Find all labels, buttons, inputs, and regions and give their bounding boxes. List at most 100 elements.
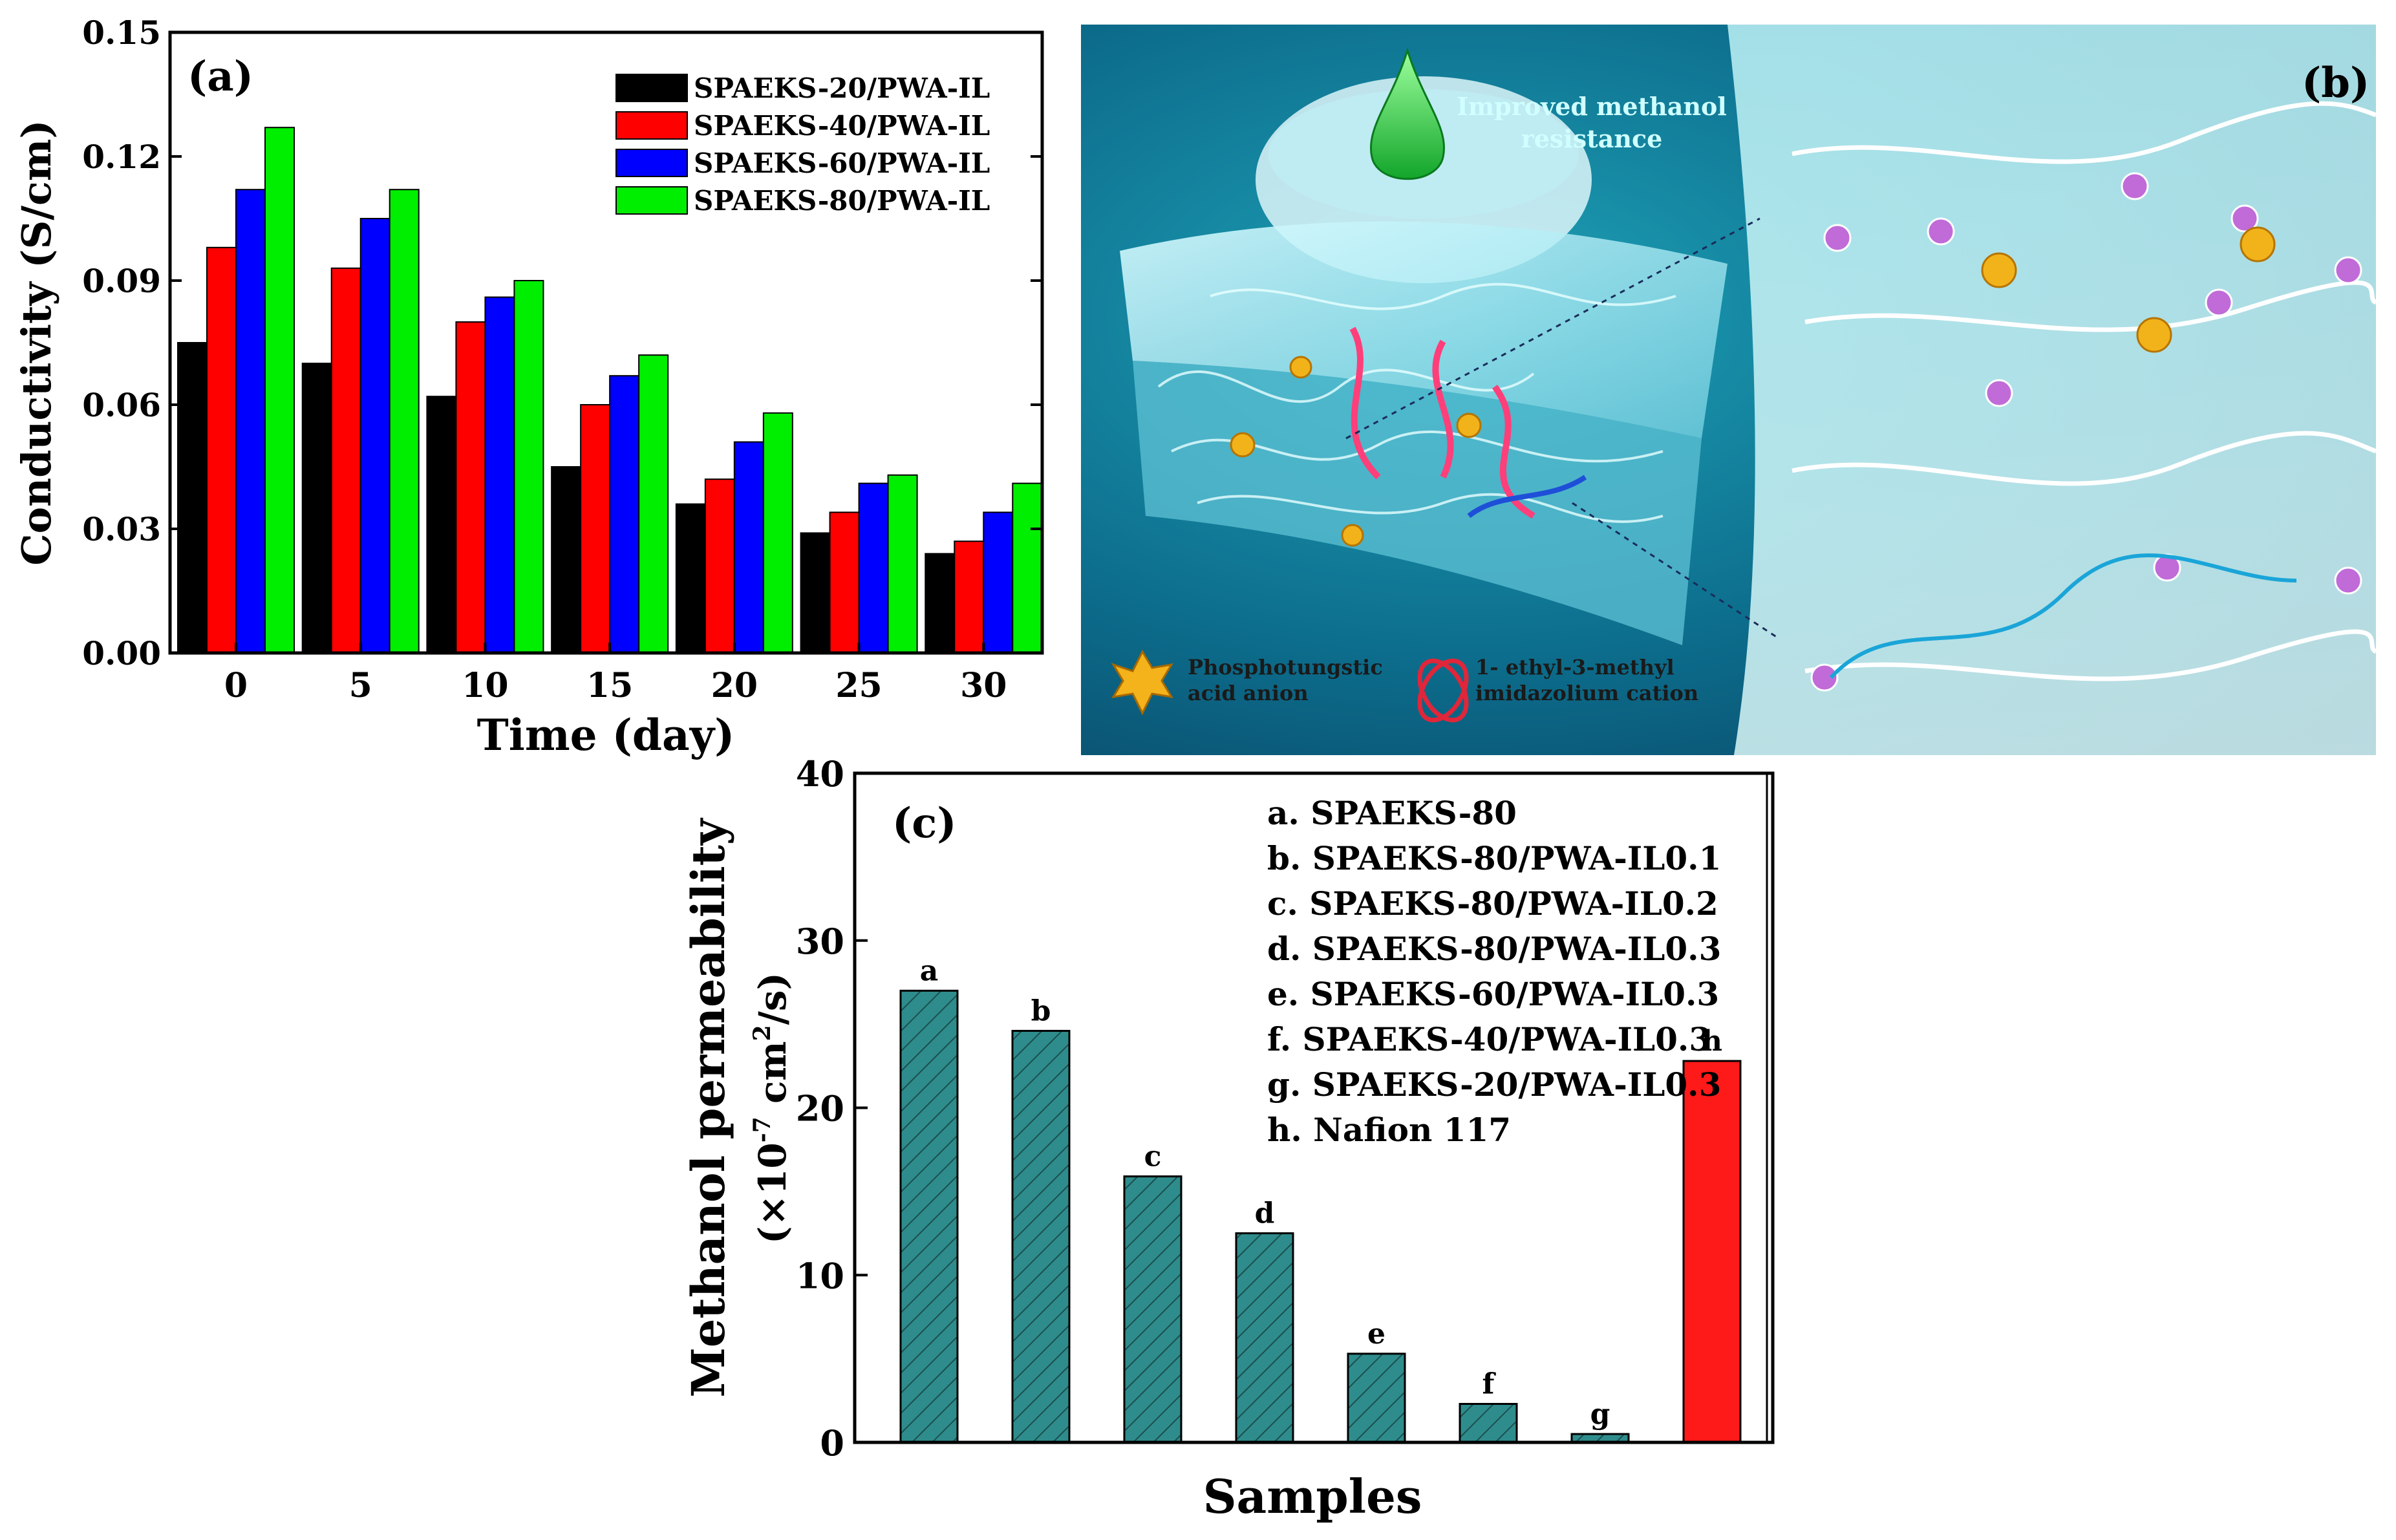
membrane-block-top — [1120, 221, 1727, 438]
bar-SPAEKS-40/PWA-IL-day-5 — [330, 267, 361, 654]
y-tick-label: 0.00 — [82, 634, 161, 672]
caption-resistance: resistance — [1521, 124, 1663, 153]
bar-label-h: h — [1702, 1025, 1722, 1058]
bar-SPAEKS-60/PWA-IL-day-20 — [733, 441, 764, 654]
bar-a — [899, 989, 959, 1444]
legend-swatch — [615, 186, 688, 215]
bar-SPAEKS-20/PWA-IL-day-0 — [177, 342, 208, 654]
legend-label: SPAEKS-20/PWA-IL — [694, 72, 990, 104]
bar-h — [1682, 1060, 1742, 1444]
panel-label-b: (b) — [2302, 59, 2369, 107]
bar-label-d: d — [1255, 1197, 1275, 1230]
bar-SPAEKS-40/PWA-IL-day-25 — [829, 511, 860, 654]
bar-SPAEKS-20/PWA-IL-day-25 — [800, 532, 831, 654]
legend-swatch — [615, 111, 688, 140]
y-axis-ticks: 0.00 0.03 0.06 0.09 0.12 0.15 — [82, 14, 1042, 672]
bar-d — [1235, 1232, 1294, 1444]
x-tick-label: 10 — [462, 666, 508, 705]
bar-SPAEKS-80/PWA-IL-day-0 — [264, 127, 295, 654]
legend-entry-c: h. Nafion 117 — [1267, 1111, 1511, 1149]
legend-entry-c: f. SPAEKS-40/PWA-IL0.3 — [1267, 1020, 1711, 1058]
bar-SPAEKS-20/PWA-IL-day-20 — [675, 503, 706, 654]
methanol-drop-icon — [1370, 47, 1445, 180]
permeability-bars: a b c d e f g h — [899, 954, 1742, 1444]
membrane-block-front — [1133, 361, 1702, 645]
x-axis-label-c: Samples — [1203, 1469, 1422, 1524]
legend-anion-line1: Phosphotungstic — [1188, 655, 1383, 679]
zoom-strands — [1792, 101, 2376, 681]
bar-SPAEKS-40/PWA-IL-day-0 — [206, 246, 237, 654]
conductivity-chart: 0.00 0.03 0.06 0.09 0.12 0.15 0 5 10 15 20 25 30 (a… — [13, 14, 1044, 760]
bar-SPAEKS-80/PWA-IL-day-5 — [389, 189, 420, 654]
y-tick-label: 0.15 — [82, 14, 161, 52]
y-axis-label: Conductivity (S/cm) — [13, 120, 60, 565]
bar-f — [1459, 1402, 1518, 1444]
legend-label: SPAEKS-80/PWA-IL — [694, 185, 990, 217]
bar-SPAEKS-80/PWA-IL-day-30 — [1012, 482, 1043, 654]
legend-swatch — [615, 149, 688, 177]
membrane-zoom-background — [1727, 25, 2376, 755]
y-tick-label: 0.06 — [82, 386, 161, 424]
hydronium-proton-icons — [1810, 172, 2362, 692]
conductivity-bars — [177, 127, 1043, 654]
bar-SPAEKS-80/PWA-IL-day-20 — [762, 412, 793, 654]
legend-entry-c: b. SPAEKS-80/PWA-IL0.1 — [1267, 839, 1721, 877]
x-tick-label: 30 — [960, 666, 1007, 705]
legend-entry-c: a. SPAEKS-80 — [1267, 794, 1517, 832]
bar-e — [1347, 1353, 1406, 1444]
panel-label-c: (c) — [892, 799, 957, 848]
bar-SPAEKS-40/PWA-IL-day-10 — [455, 321, 486, 654]
conductivity-legend: SPAEKS-20/PWA-IL SPAEKS-40/PWA-IL SPAEKS-6… — [615, 72, 990, 217]
legend-entry-c: c. SPAEKS-80/PWA-IL0.2 — [1267, 884, 1718, 923]
caption-improved: Improved methanol — [1457, 92, 1727, 121]
y-axis-label-c-line2: (×10-7 cm2/s) — [749, 972, 795, 1244]
y-tick-label-c: 20 — [796, 1088, 844, 1129]
bar-SPAEKS-40/PWA-IL-day-20 — [704, 478, 735, 654]
proton-transfer-path — [1829, 553, 2297, 679]
imidazolium-cation-icon — [1417, 658, 1469, 723]
y-tick-label-c: 0 — [820, 1422, 844, 1464]
plot-frame — [168, 30, 1044, 655]
legend-entry-c: g. SPAEKS-20/PWA-IL0.3 — [1267, 1065, 1721, 1104]
y-tick-label: 0.12 — [82, 138, 161, 176]
x-axis-label: Time (day) — [477, 710, 735, 760]
legend-entry-c: d. SPAEKS-80/PWA-IL0.3 — [1267, 930, 1721, 968]
y-tick-label-c: 40 — [796, 753, 844, 795]
legend-label: SPAEKS-60/PWA-IL — [694, 147, 990, 179]
permeability-legend: a. SPAEKS-80 b. SPAEKS-80/PWA-IL0.1 c. SPA… — [1267, 794, 1721, 1149]
bar-SPAEKS-80/PWA-IL-day-15 — [638, 354, 669, 654]
proton-path — [1467, 475, 1587, 519]
x-tick-label: 25 — [835, 666, 882, 705]
bar-b — [1011, 1029, 1071, 1444]
y-axis-label-c-line1: Methanol permeability — [681, 817, 735, 1398]
bar-SPAEKS-40/PWA-IL-day-15 — [580, 404, 611, 654]
legend-entry-c: e. SPAEKS-60/PWA-IL0.3 — [1267, 975, 1719, 1013]
bar-label-b: b — [1031, 994, 1051, 1027]
bar-label-a: a — [920, 954, 939, 987]
bar-SPAEKS-80/PWA-IL-day-25 — [887, 474, 918, 654]
y-tick-label: 0.09 — [82, 262, 161, 300]
mechanism-scheme: Improved methanol resistance — [1081, 25, 2376, 755]
legend-cation-line2: imidazolium cation — [1475, 681, 1698, 705]
y-tick-label-c: 10 — [796, 1255, 844, 1296]
pwa-anion-icon — [1111, 649, 1173, 716]
legend-cation-line1: 1- ethyl-3-methyl — [1475, 655, 1674, 679]
polymer-fibers — [1157, 283, 1676, 523]
bar-label-g: g — [1590, 1398, 1610, 1431]
bar-c — [1123, 1175, 1182, 1444]
y-axis-ticks-c: 0 10 20 30 40 — [796, 753, 868, 1464]
x-tick-label: 0 — [224, 666, 248, 705]
bar-SPAEKS-60/PWA-IL-day-30 — [983, 511, 1014, 654]
x-tick-label: 5 — [349, 666, 372, 705]
bar-SPAEKS-80/PWA-IL-day-10 — [513, 280, 544, 654]
x-tick-label: 20 — [711, 666, 758, 705]
bar-SPAEKS-60/PWA-IL-day-25 — [858, 482, 889, 654]
legend-anion-line2: acid anion — [1188, 681, 1309, 705]
y-tick-label: 0.03 — [82, 510, 161, 548]
x-tick-label: 15 — [586, 666, 633, 705]
legend-label: SPAEKS-40/PWA-IL — [694, 110, 990, 142]
y-tick-label-c: 30 — [796, 921, 844, 962]
bar-label-c: c — [1144, 1140, 1162, 1173]
zoom-pwa-clusters — [1981, 226, 2276, 353]
